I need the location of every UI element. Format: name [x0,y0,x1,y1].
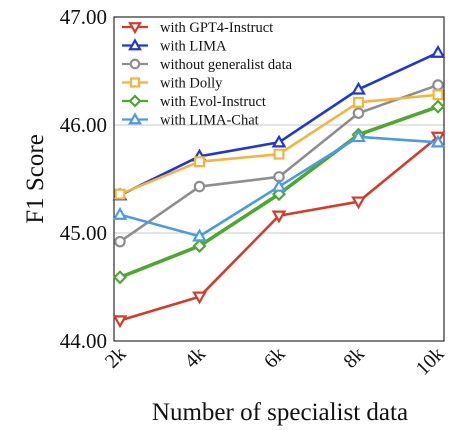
legend-item: with Dolly [122,76,223,92]
legend-label: without generalist data [160,57,293,73]
legend-swatch-marker [129,58,141,70]
x-tick-label: 10k [412,343,449,380]
y-tick-label: 47.00 [60,5,107,29]
legend-item: with LIMA [122,38,227,55]
series-without-generalist-data [114,79,444,248]
axes [113,16,445,342]
y-tick-label: 46.00 [60,113,107,137]
data-point [273,148,285,160]
data-point [432,89,444,101]
legend-item: without generalist data [122,57,293,73]
legend-swatch-marker [128,38,142,51]
legend-label: with LIMA [160,39,227,55]
data-point [351,81,366,95]
series-with-gpt4-instruct [112,131,446,329]
data-point [351,196,366,210]
legend-item: with Evol-Instruct [122,94,266,110]
data-point [351,129,366,143]
data-point [432,79,444,91]
legend-swatch-marker [128,112,142,125]
data-point [114,235,126,248]
data-point [112,206,128,220]
x-axis-label: Number of specialist data [152,399,408,426]
legend-label: with Dolly [160,76,223,92]
data-point [353,96,365,108]
y-tick-label: 45.00 [60,221,107,245]
legend-label: with LIMA-Chat [160,113,259,129]
legend-item: with LIMA-Chat [122,112,259,129]
data-point [430,44,446,58]
legend-swatch-marker [128,94,142,108]
series-with-lima-chat [112,129,446,242]
series-layer [112,44,446,329]
data-point [430,134,446,148]
data-point [192,291,207,305]
data-point [112,270,128,285]
y-axis-label: F1 Score [22,134,49,224]
data-point [112,315,128,329]
data-point [192,228,207,242]
series-with-dolly [114,89,444,200]
data-point [193,180,206,193]
legend-label: with GPT4-Instruct [160,20,273,36]
data-point [192,238,207,254]
data-point [114,188,126,200]
plot-frame [113,16,445,342]
data-point [271,210,287,224]
data-point [430,99,446,114]
data-point [271,178,287,192]
x-tick-label: 8k [339,343,369,373]
data-point [352,107,365,119]
legend: with GPT4-Instruct with LIMA without gener… [122,20,293,129]
y-tick-labels: 44.00 45.00 46.00 47.00 [60,5,107,353]
x-tick-label: 4k [180,343,210,373]
legend-item: with GPT4-Instruct [122,20,273,36]
legend-swatch-marker [129,77,141,88]
data-point [194,156,206,168]
legend-swatch-marker [128,22,142,35]
x-tick-labels: 2k 4k 6k 8k 10k [101,343,449,380]
y-tick-label: 44.00 [60,329,107,353]
data-point [271,134,287,148]
x-tick-label: 6k [260,343,290,373]
legend-label: with Evol-Instruct [160,94,266,110]
